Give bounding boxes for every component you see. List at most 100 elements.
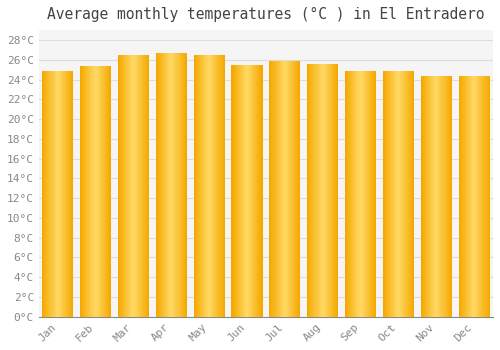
Bar — [86, 66, 88, 317]
Bar — [124, 55, 125, 317]
Bar — [252, 65, 253, 317]
Bar — [293, 61, 294, 317]
Bar — [334, 64, 335, 317]
Bar — [120, 55, 121, 317]
Bar — [468, 76, 469, 317]
Bar — [108, 66, 109, 317]
Bar — [126, 55, 127, 317]
Bar — [326, 64, 327, 317]
Bar — [367, 71, 368, 317]
Bar — [201, 55, 202, 317]
Bar — [392, 71, 393, 317]
Title: Average monthly temperatures (°C ) in El Entradero: Average monthly temperatures (°C ) in El… — [47, 7, 484, 22]
Bar — [260, 65, 262, 317]
Bar — [296, 61, 298, 317]
Bar — [287, 61, 288, 317]
Bar — [274, 61, 276, 317]
Bar — [475, 76, 476, 317]
Bar — [333, 64, 334, 317]
Bar — [246, 65, 247, 317]
Bar — [440, 76, 442, 317]
Bar — [308, 64, 310, 317]
Bar — [205, 55, 206, 317]
Bar — [291, 61, 292, 317]
Bar — [364, 71, 366, 317]
Bar — [65, 71, 66, 317]
Bar — [157, 53, 158, 317]
Bar — [178, 53, 180, 317]
Bar — [182, 53, 184, 317]
Bar — [66, 71, 67, 317]
Bar — [332, 64, 333, 317]
Bar — [236, 65, 238, 317]
Bar — [480, 76, 482, 317]
Bar — [427, 76, 428, 317]
Bar — [354, 71, 356, 317]
Bar — [272, 61, 274, 317]
Bar — [100, 66, 101, 317]
Bar — [318, 64, 320, 317]
Bar — [298, 61, 300, 317]
Bar — [216, 55, 218, 317]
Bar — [253, 65, 254, 317]
Bar — [209, 55, 210, 317]
Bar — [373, 71, 374, 317]
Bar — [90, 66, 92, 317]
Bar — [247, 65, 248, 317]
Bar — [294, 61, 295, 317]
Bar — [172, 53, 174, 317]
Bar — [69, 71, 70, 317]
Bar — [210, 55, 211, 317]
Bar — [423, 76, 424, 317]
Bar — [232, 65, 234, 317]
Bar — [245, 65, 246, 317]
Bar — [238, 65, 240, 317]
Bar — [410, 71, 411, 317]
Bar — [292, 61, 293, 317]
Bar — [202, 55, 203, 317]
Bar — [310, 64, 312, 317]
Bar — [327, 64, 328, 317]
Bar — [388, 71, 389, 317]
Bar — [387, 71, 388, 317]
Bar — [432, 76, 433, 317]
Bar — [451, 76, 452, 317]
Bar — [394, 71, 396, 317]
Bar — [316, 64, 318, 317]
Bar — [458, 76, 460, 317]
Bar — [337, 64, 338, 317]
Bar — [390, 71, 391, 317]
Bar — [218, 55, 220, 317]
Bar — [444, 76, 446, 317]
Bar — [346, 71, 347, 317]
Bar — [96, 66, 98, 317]
Bar — [85, 66, 86, 317]
Bar — [122, 55, 123, 317]
Bar — [121, 55, 122, 317]
Bar — [212, 55, 214, 317]
Bar — [348, 71, 349, 317]
Bar — [63, 71, 64, 317]
Bar — [426, 76, 427, 317]
Bar — [162, 53, 163, 317]
Bar — [430, 76, 431, 317]
Bar — [433, 76, 434, 317]
Bar — [92, 66, 94, 317]
Bar — [331, 64, 332, 317]
Bar — [358, 71, 360, 317]
Bar — [196, 55, 198, 317]
Bar — [369, 71, 370, 317]
Bar — [393, 71, 394, 317]
Bar — [434, 76, 435, 317]
Bar — [242, 65, 243, 317]
Bar — [102, 66, 103, 317]
Bar — [389, 71, 390, 317]
Bar — [325, 64, 326, 317]
Bar — [412, 71, 413, 317]
Bar — [130, 55, 132, 317]
Bar — [58, 71, 59, 317]
Bar — [200, 55, 201, 317]
Bar — [110, 66, 111, 317]
Bar — [438, 76, 440, 317]
Bar — [243, 65, 244, 317]
